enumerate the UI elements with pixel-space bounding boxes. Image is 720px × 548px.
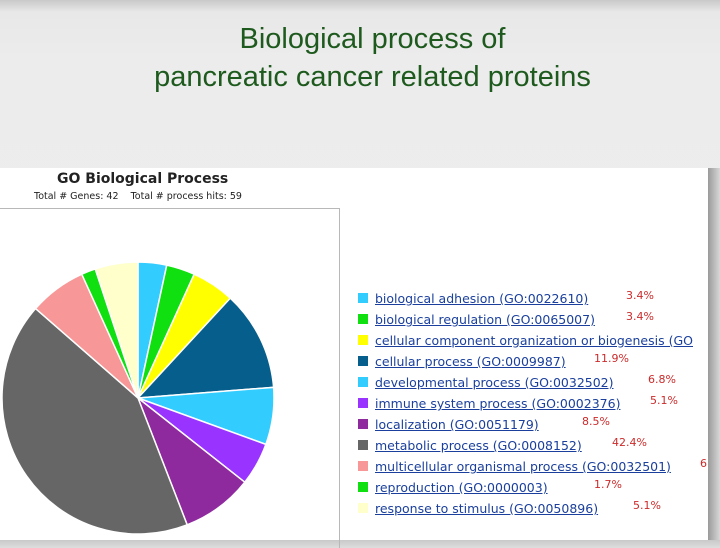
data-label: 5.1% (633, 499, 661, 512)
legend-term-link[interactable]: cellular component organization or bioge… (375, 333, 693, 348)
legend-item: cellular component organization or bioge… (358, 330, 708, 351)
legend-item: metabolic process (GO:0008152) 42.4% (358, 435, 708, 456)
legend-swatch (358, 314, 368, 324)
legend-item: biological adhesion (GO:0022610) 3.4% (358, 288, 708, 309)
slide-title-line-1: Biological process of (239, 23, 506, 55)
panel-shadow (708, 168, 720, 540)
pie-chart (1, 261, 275, 535)
go-chart-panel: GO Biological Process Total # Genes: 42 … (0, 168, 708, 548)
chart-title: GO Biological Process (57, 171, 229, 187)
legend-swatch (358, 356, 368, 366)
chart-stats: Total # Genes: 42 Total # process hits: … (34, 191, 242, 202)
legend-term-link[interactable]: immune system process (GO:0002376) (375, 396, 621, 411)
legend-swatch (358, 461, 368, 471)
chart-frame (0, 208, 340, 548)
data-label: 11.9% (594, 352, 629, 365)
legend-term-link[interactable]: reproduction (GO:0000003) (375, 480, 548, 495)
data-label: 42.4% (612, 436, 647, 449)
pie-slice-4 (136, 297, 275, 399)
legend-swatch (358, 335, 368, 345)
legend-item: response to stimulus (GO:0050896) 5.1% (358, 498, 708, 519)
legend-swatch (358, 482, 368, 492)
data-label: 8.5% (582, 415, 610, 428)
slide-title-line-2: pancreatic cancer related proteins (154, 61, 591, 93)
legend-item: immune system process (GO:0002376) 5.1% (358, 393, 708, 414)
chart-legend: biological adhesion (GO:0022610) 3.4% biol… (358, 288, 708, 519)
legend-item: localization (GO:0051179) 8.5% (358, 414, 708, 435)
legend-item: developmental process (GO:0032502) 6.8% (358, 372, 708, 393)
data-label: 5.1% (650, 394, 678, 407)
data-label: 6 (700, 457, 707, 470)
pie-slice-11 (94, 261, 139, 399)
data-label: 6.8% (648, 373, 676, 386)
legend-term-link[interactable]: multicellular organismal process (GO:003… (375, 459, 671, 474)
legend-term-link[interactable]: localization (GO:0051179) (375, 417, 539, 432)
legend-term-link[interactable]: biological regulation (GO:0065007) (375, 312, 595, 327)
legend-term-link[interactable]: cellular process (GO:0009987) (375, 354, 566, 369)
legend-term-link[interactable]: metabolic process (GO:0008152) (375, 438, 582, 453)
legend-item: biological regulation (GO:0065007) 3.4% (358, 309, 708, 330)
legend-swatch (358, 293, 368, 303)
legend-term-link[interactable]: response to stimulus (GO:0050896) (375, 501, 599, 516)
legend-swatch (358, 377, 368, 387)
pie-slice-8 (1, 307, 189, 535)
legend-term-link[interactable]: developmental process (GO:0032502) (375, 375, 614, 390)
legend-swatch (358, 419, 368, 429)
legend-item: multicellular organismal process (GO:003… (358, 456, 708, 477)
legend-swatch (358, 440, 368, 450)
data-label: 3.4% (626, 289, 654, 302)
data-label: 1.7% (594, 478, 622, 491)
slide-title: Biological process of pancreatic cancer … (0, 20, 720, 96)
legend-swatch (358, 398, 368, 408)
legend-swatch (358, 503, 368, 513)
data-label: 3.4% (626, 310, 654, 323)
legend-item: reproduction (GO:0000003) 1.7% (358, 477, 708, 498)
legend-term-link[interactable]: biological adhesion (GO:0022610) (375, 291, 589, 306)
legend-item: cellular process (GO:0009987) 11.9% (358, 351, 708, 372)
